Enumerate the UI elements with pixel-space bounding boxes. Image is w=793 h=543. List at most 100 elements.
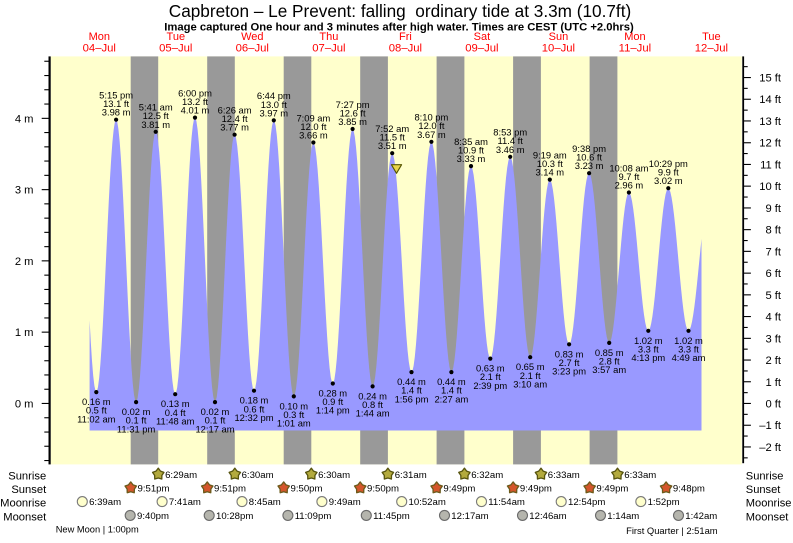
svg-text:12:54pm: 12:54pm <box>568 497 605 508</box>
svg-text:9:38 pm: 9:38 pm <box>572 143 606 154</box>
svg-text:4:13 pm: 4:13 pm <box>631 352 665 363</box>
svg-text:13.2 ft: 13.2 ft <box>182 96 208 107</box>
svg-text:06–Jul: 06–Jul <box>236 43 269 55</box>
svg-text:0.13 m: 0.13 m <box>161 398 190 409</box>
svg-text:3:57 am: 3:57 am <box>592 364 626 375</box>
svg-text:3.02 m: 3.02 m <box>654 175 683 186</box>
svg-text:9:51pm: 9:51pm <box>138 484 170 495</box>
svg-text:Sunrise: Sunrise <box>746 470 784 482</box>
svg-text:11–Jul: 11–Jul <box>619 43 651 55</box>
svg-text:10 ft: 10 ft <box>759 181 782 193</box>
svg-text:2.7 ft: 2.7 ft <box>559 357 580 368</box>
svg-text:0.85 m: 0.85 m <box>595 347 624 358</box>
svg-text:4.01 m: 4.01 m <box>181 105 210 116</box>
svg-text:2.8 ft: 2.8 ft <box>599 356 620 367</box>
svg-text:8:45am: 8:45am <box>249 497 281 508</box>
svg-text:6:30am: 6:30am <box>242 470 274 481</box>
svg-text:10:08 am: 10:08 am <box>609 162 648 173</box>
svg-text:3.67 m: 3.67 m <box>417 129 446 140</box>
svg-text:9 ft: 9 ft <box>765 203 781 215</box>
svg-text:07–Jul: 07–Jul <box>312 43 345 55</box>
svg-text:2.1 ft: 2.1 ft <box>520 370 541 381</box>
svg-text:6 ft: 6 ft <box>765 268 781 280</box>
svg-text:Sunset: Sunset <box>11 484 47 496</box>
svg-text:6:26 am: 6:26 am <box>218 105 252 116</box>
svg-text:11:09pm: 11:09pm <box>295 511 332 522</box>
svg-text:Tue: Tue <box>702 31 721 43</box>
svg-text:3.51 m: 3.51 m <box>378 140 407 151</box>
svg-text:2.96 m: 2.96 m <box>615 180 644 191</box>
svg-text:1:44 am: 1:44 am <box>356 408 390 419</box>
svg-text:9.7 ft: 9.7 ft <box>618 171 639 182</box>
svg-text:Image captured One hour and 3: Image captured One hour and 3 minutes af… <box>164 21 634 33</box>
svg-text:3.98 m: 3.98 m <box>102 107 131 118</box>
svg-text:Sat: Sat <box>474 31 491 43</box>
svg-text:3.3 ft: 3.3 ft <box>638 343 659 354</box>
svg-text:11:45pm: 11:45pm <box>373 511 410 522</box>
svg-text:Mon: Mon <box>89 31 110 43</box>
svg-text:6:33am: 6:33am <box>548 470 580 481</box>
svg-text:0.02 m: 0.02 m <box>122 406 151 417</box>
svg-text:First Quarter | 2:51am: First Quarter | 2:51am <box>626 525 718 536</box>
svg-text:12.0 ft: 12.0 ft <box>300 121 326 132</box>
svg-text:9:50pm: 9:50pm <box>367 484 399 495</box>
svg-text:8:35 am: 8:35 am <box>454 136 488 147</box>
svg-text:0.1 ft: 0.1 ft <box>205 415 226 426</box>
svg-text:12.4 ft: 12.4 ft <box>222 113 248 124</box>
svg-text:7 ft: 7 ft <box>765 246 781 258</box>
svg-text:Sunset: Sunset <box>746 484 781 496</box>
svg-text:1:14 pm: 1:14 pm <box>316 405 350 416</box>
svg-text:11:31 pm: 11:31 pm <box>117 423 156 434</box>
svg-text:9.9 ft: 9.9 ft <box>658 167 679 178</box>
svg-text:09–Jul: 09–Jul <box>465 43 498 55</box>
svg-text:0 m: 0 m <box>15 399 34 411</box>
svg-text:2 ft: 2 ft <box>765 355 781 367</box>
svg-text:1.02 m: 1.02 m <box>674 335 703 346</box>
svg-text:11:02 am: 11:02 am <box>77 413 116 424</box>
svg-text:7:09 am: 7:09 am <box>296 112 330 123</box>
svg-text:11 ft: 11 ft <box>760 159 782 171</box>
svg-text:Wed: Wed <box>241 31 263 43</box>
svg-text:New Moon | 1:00pm: New Moon | 1:00pm <box>56 525 139 535</box>
svg-text:13 ft: 13 ft <box>759 116 782 128</box>
svg-text:0.24 m: 0.24 m <box>358 390 387 401</box>
svg-text:3.23 m: 3.23 m <box>575 160 604 171</box>
svg-text:0.44 m: 0.44 m <box>397 376 426 387</box>
svg-text:0.83 m: 0.83 m <box>555 348 584 359</box>
svg-text:12.0 ft: 12.0 ft <box>418 120 444 131</box>
svg-text:1:01 am: 1:01 am <box>277 418 311 429</box>
svg-text:1:56 pm: 1:56 pm <box>395 393 429 404</box>
svg-text:3.77 m: 3.77 m <box>220 122 249 133</box>
svg-text:15 ft: 15 ft <box>759 73 782 85</box>
svg-text:Moonset: Moonset <box>3 511 47 523</box>
svg-text:0.6 ft: 0.6 ft <box>244 403 265 414</box>
svg-text:0 ft: 0 ft <box>765 399 781 411</box>
svg-text:10.6 ft: 10.6 ft <box>576 152 602 163</box>
svg-text:10:28pm: 10:28pm <box>216 511 253 522</box>
svg-text:2.1 ft: 2.1 ft <box>480 371 501 382</box>
svg-text:3.46 m: 3.46 m <box>496 144 525 155</box>
svg-text:1:42am: 1:42am <box>685 511 717 522</box>
svg-text:0.8 ft: 0.8 ft <box>362 399 383 410</box>
svg-text:3.85 m: 3.85 m <box>338 116 367 127</box>
svg-text:4 ft: 4 ft <box>765 312 781 324</box>
svg-text:1.4 ft: 1.4 ft <box>441 385 462 396</box>
svg-text:3 ft: 3 ft <box>765 333 781 345</box>
svg-text:0.3 ft: 0.3 ft <box>283 409 304 420</box>
svg-text:Capbreton – Le Prevent: fallin: Capbreton – Le Prevent: falling ordinary… <box>169 1 631 21</box>
svg-text:9:50pm: 9:50pm <box>291 484 323 495</box>
svg-text:10:52am: 10:52am <box>409 497 446 508</box>
svg-text:3.81 m: 3.81 m <box>141 119 170 130</box>
svg-text:11:48 am: 11:48 am <box>156 415 195 426</box>
svg-text:7:27 pm: 7:27 pm <box>336 99 370 110</box>
svg-text:0.4 ft: 0.4 ft <box>165 407 186 418</box>
svg-text:6:33am: 6:33am <box>624 470 656 481</box>
svg-text:5 ft: 5 ft <box>765 290 781 302</box>
svg-text:6:44 pm: 6:44 pm <box>257 90 291 101</box>
svg-text:5:15 pm: 5:15 pm <box>99 90 133 101</box>
svg-text:0.44 m: 0.44 m <box>437 376 466 387</box>
svg-text:9:49pm: 9:49pm <box>520 484 552 495</box>
svg-text:Sun: Sun <box>549 31 569 43</box>
svg-text:10–Jul: 10–Jul <box>542 43 575 55</box>
svg-text:1 ft: 1 ft <box>765 377 781 389</box>
